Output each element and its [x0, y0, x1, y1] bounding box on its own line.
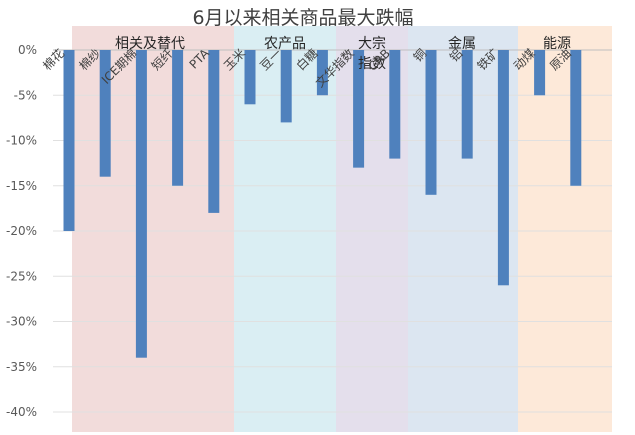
y-tick-label: -15% [6, 179, 37, 193]
bars [63, 50, 582, 358]
bar-ICE期棉 [135, 50, 147, 358]
bar-短纤 [172, 50, 184, 186]
y-tick-label: -5% [14, 88, 37, 102]
bar-棉花 [63, 50, 75, 231]
y-tick-label: -40% [6, 405, 37, 419]
bar-PTA [208, 50, 220, 213]
group-label-3: 金属 [448, 36, 476, 52]
bar-原油 [570, 50, 582, 186]
bar-豆一 [280, 50, 292, 123]
bar-白糖 [316, 50, 328, 96]
group-band-4 [518, 26, 612, 432]
y-tick-label: -25% [6, 269, 37, 283]
bar-玉米 [244, 50, 256, 105]
group-label-2-cont: 指数 [358, 56, 386, 72]
group-label-4: 能源 [543, 36, 571, 52]
group-band-0 [72, 26, 234, 432]
group-label-0: 相关及替代 [115, 36, 185, 52]
chart-title: 6月以来相关商品最大跌幅 [192, 7, 413, 29]
group-label-2: 大宗 [358, 36, 386, 52]
bar-铜 [425, 50, 437, 195]
group-backgrounds [72, 26, 612, 432]
y-tick-label: -30% [6, 315, 37, 329]
bar-棉纱 [99, 50, 111, 177]
y-tick-label: 0% [18, 43, 37, 57]
y-tick-label: -35% [6, 360, 37, 374]
bar-铝 [461, 50, 473, 159]
y-tick-label: -20% [6, 224, 37, 238]
bar-CRB [389, 50, 401, 159]
bar-文华指数 [353, 50, 365, 168]
group-label-1: 农产品 [264, 36, 306, 52]
y-tick-label: -10% [6, 134, 37, 148]
bar-铁矿 [497, 50, 509, 286]
bar-动煤 [534, 50, 546, 96]
